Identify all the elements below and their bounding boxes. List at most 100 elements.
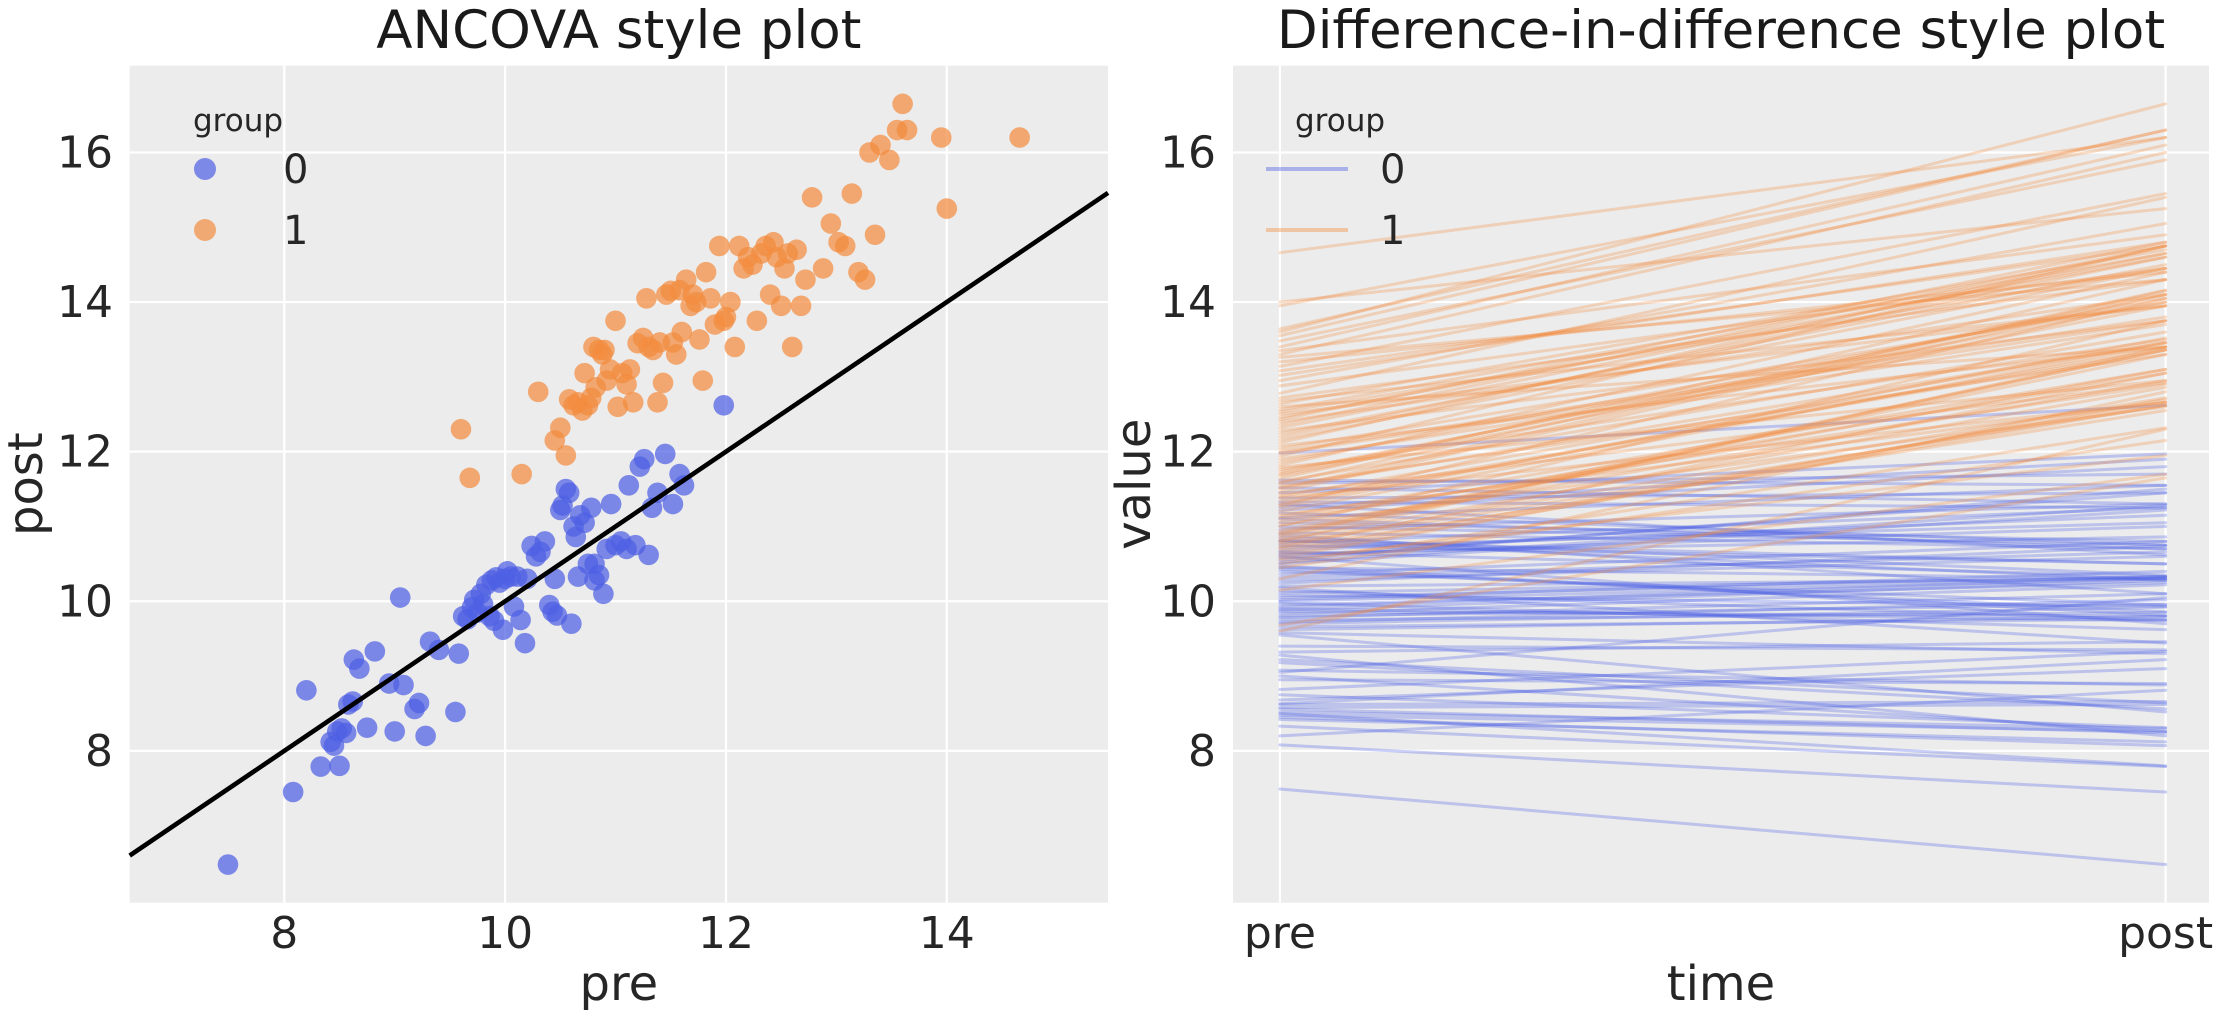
subject-line-group-1 — [1278, 382, 2168, 521]
subject-line-group-0 — [1278, 483, 2168, 519]
subject-line-group-0 — [1278, 539, 2168, 576]
subject-line-group-1 — [1278, 330, 2168, 484]
subject-line-group-1 — [1278, 336, 2168, 510]
subject-line-group-1 — [1278, 426, 2168, 566]
subject-line-group-1 — [1278, 240, 2168, 377]
subject-line-group-1 — [1278, 400, 2168, 516]
subject-line-group-1 — [1278, 400, 2168, 554]
subject-line-group-0 — [1278, 465, 2168, 512]
scatter-point-group-1 — [854, 269, 876, 290]
subject-line-group-1 — [1278, 240, 2168, 421]
subject-line-group-0 — [1278, 707, 2168, 735]
scatter-point-group-0 — [217, 854, 239, 875]
subject-line-group-1 — [1278, 379, 2168, 469]
scatter-point-group-0 — [654, 443, 676, 465]
subject-line-group-0 — [1278, 583, 2168, 616]
subject-line-group-1 — [1278, 192, 2168, 368]
subject-line-group-1 — [1278, 390, 2168, 581]
subject-line-group-1 — [1278, 409, 2168, 551]
scatter-point-group-1 — [689, 329, 710, 350]
scatter-point-group-0 — [647, 482, 668, 504]
scatter-point-group-1 — [692, 370, 714, 391]
subject-line-group-1 — [1278, 345, 2168, 409]
subject-line-group-1 — [1278, 340, 2168, 499]
subject-line-group-0 — [1278, 724, 2168, 769]
scatter-point-group-0 — [415, 725, 436, 747]
subject-line-group-1 — [1278, 207, 2168, 304]
subject-line-group-1 — [1278, 403, 2168, 547]
scatter-point-group-0 — [510, 609, 531, 631]
subject-line-group-0 — [1278, 521, 2168, 543]
subject-line-group-0 — [1278, 478, 2168, 487]
subject-line-group-1 — [1278, 337, 2168, 472]
scatter-point-group-0 — [618, 475, 640, 496]
subject-line-group-1 — [1278, 300, 2168, 474]
subject-line-group-0 — [1278, 605, 2168, 626]
subject-line-group-1 — [1278, 244, 2168, 427]
subject-line-group-0 — [1278, 596, 2168, 674]
legend-marker-icon — [194, 158, 216, 180]
scatter-point-group-1 — [671, 321, 693, 343]
subject-line-group-0 — [1278, 543, 2168, 566]
subject-line-group-0 — [1278, 668, 2168, 687]
subject-line-group-0 — [1278, 539, 2168, 566]
subject-line-group-1 — [1278, 296, 2168, 464]
y-tick-label: 16 — [57, 127, 113, 178]
subject-line-group-1 — [1278, 289, 2168, 491]
subject-line-group-1 — [1278, 352, 2168, 487]
subject-line-group-1 — [1278, 251, 2168, 430]
subject-line-group-0 — [1278, 554, 2168, 626]
subject-line-group-0 — [1278, 535, 2168, 555]
panel-title: ANCOVA style plot — [376, 0, 861, 61]
subject-line-group-1 — [1278, 381, 2168, 496]
subject-line-group-0 — [1278, 511, 2168, 547]
subject-line-group-0 — [1278, 486, 2168, 506]
subject-line-group-1 — [1278, 379, 2168, 534]
scatter-point-group-0 — [662, 493, 684, 515]
subject-line-group-1 — [1278, 400, 2168, 500]
subject-line-group-0 — [1278, 614, 2168, 632]
subject-line-group-0 — [1278, 575, 2168, 609]
subject-line-group-0 — [1278, 452, 2168, 495]
scatter-point-group-1 — [781, 336, 803, 358]
subject-line-group-0 — [1278, 508, 2168, 566]
scatter-point-group-1 — [511, 463, 532, 485]
scatter-point-group-1 — [746, 310, 768, 332]
subject-line-group-0 — [1278, 653, 2168, 738]
scatter-point-group-1 — [647, 391, 668, 413]
subject-line-group-1 — [1278, 304, 2168, 478]
subject-line-group-1 — [1278, 150, 2168, 356]
subject-line-group-1 — [1278, 304, 2168, 416]
scatter-point-group-0 — [282, 781, 304, 803]
subject-line-group-0 — [1278, 524, 2168, 547]
subject-line-group-0 — [1278, 513, 2168, 552]
subject-line-group-0 — [1278, 693, 2168, 730]
subject-line-group-1 — [1278, 371, 2168, 549]
subject-line-group-0 — [1278, 569, 2168, 602]
subject-line-group-1 — [1278, 266, 2168, 414]
subject-line-group-1 — [1278, 248, 2168, 406]
subject-line-group-1 — [1278, 222, 2168, 383]
subject-line-group-0 — [1278, 500, 2168, 510]
subject-line-group-1 — [1278, 340, 2168, 490]
legend-title: group — [193, 103, 283, 139]
subject-line-group-0 — [1278, 521, 2168, 549]
legend-marker-icon — [194, 219, 216, 241]
x-tick-label: 14 — [919, 908, 975, 959]
subject-line-group-1 — [1278, 255, 2168, 439]
scatter-point-group-0 — [561, 613, 582, 634]
scatter-point-group-1 — [619, 359, 641, 380]
scatter-point-group-1 — [574, 362, 595, 384]
subject-line-group-1 — [1278, 244, 2168, 445]
subject-line-group-0 — [1278, 524, 2168, 557]
subject-line-group-1 — [1278, 367, 2168, 519]
scatter-point-group-0 — [335, 722, 357, 744]
subject-line-group-0 — [1278, 631, 2168, 656]
subject-line-group-0 — [1278, 658, 2168, 706]
subject-line-group-0 — [1278, 506, 2168, 545]
subject-line-group-1 — [1278, 403, 2168, 557]
y-tick-label: 8 — [85, 726, 113, 777]
y-tick-label: 14 — [1160, 277, 1216, 328]
subject-line-group-0 — [1278, 502, 2168, 531]
y-tick-label: 8 — [1188, 726, 1216, 777]
